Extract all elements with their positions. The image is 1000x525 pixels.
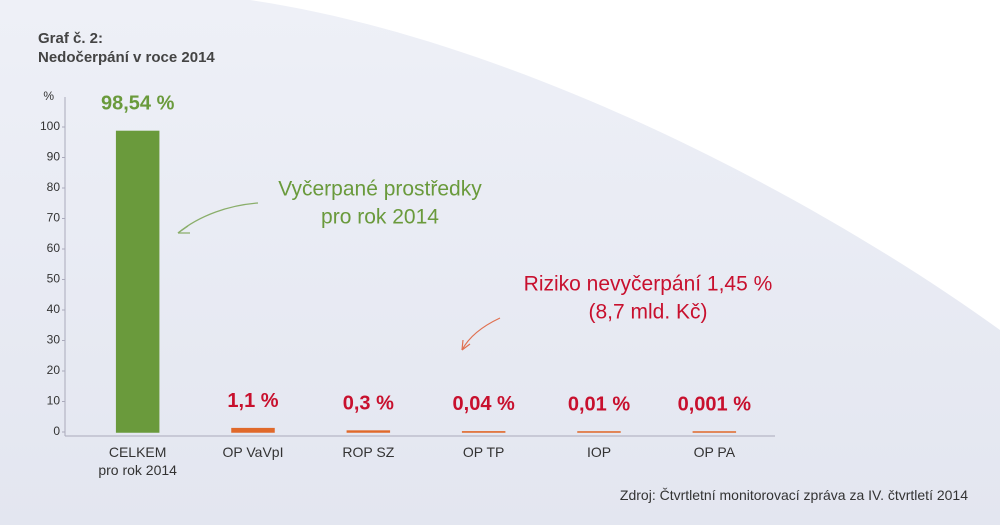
value-label: 1,1 % — [227, 390, 278, 412]
value-label: 0,3 % — [343, 392, 394, 414]
x-tick-label: ROP SZ — [342, 444, 395, 460]
bar — [231, 427, 275, 433]
y-tick-label: 30 — [47, 333, 61, 347]
bar — [115, 130, 160, 433]
annotation: Riziko nevyčerpání 1,45 % — [524, 273, 773, 296]
y-axis-label: % — [43, 89, 54, 103]
chart-subtitle: Nedočerpání v roce 2014 — [38, 49, 215, 66]
value-label: 0,04 % — [453, 393, 515, 415]
y-tick-label: 40 — [47, 302, 61, 316]
x-tick-label: OP VaVpI — [222, 444, 284, 460]
arrow-head — [177, 225, 190, 234]
x-tick-label: OP TP — [462, 444, 505, 460]
annotation: pro rok 2014 — [321, 206, 439, 229]
x-tick-label: IOP — [586, 444, 612, 460]
y-tick-label: 10 — [47, 394, 61, 408]
value-label: 0,01 % — [568, 393, 630, 415]
y-tick-label: 70 — [47, 211, 61, 225]
annotation: Vyčerpané prostředky — [278, 178, 482, 201]
value-label: 98,54 % — [101, 93, 175, 115]
annotation: (8,7 mld. Kč) — [588, 301, 707, 324]
chart-title: Graf č. 2: — [38, 30, 104, 47]
y-tick-label: 20 — [47, 363, 61, 377]
y-tick-label: 80 — [47, 180, 61, 194]
arrow-head — [461, 339, 471, 351]
source: Zdroj: Čtvrtletní monitorovací zpráva za… — [619, 487, 968, 503]
y-tick-label: 100 — [40, 119, 60, 133]
x-tick-label: OP PA — [693, 444, 736, 460]
value-label: 0,001 % — [678, 393, 752, 415]
x-tick-label: CELKEM pro rok 2014 — [98, 444, 177, 478]
y-tick-label: 60 — [47, 241, 61, 255]
arrow — [461, 317, 501, 351]
y-tick-label: 0 — [53, 424, 60, 438]
y-tick-label: 90 — [47, 150, 61, 164]
y-tick-label: 50 — [47, 272, 61, 286]
bar — [346, 430, 391, 433]
